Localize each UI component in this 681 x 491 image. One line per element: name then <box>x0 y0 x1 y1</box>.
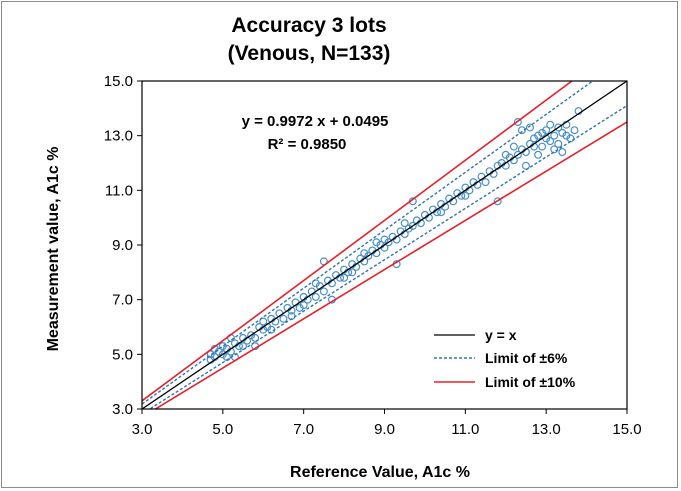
data-point <box>542 126 551 135</box>
data-point <box>525 123 534 132</box>
x-tick-label: 7.0 <box>293 421 314 438</box>
data-point <box>481 178 490 187</box>
data-point <box>546 137 555 146</box>
data-point <box>534 131 543 140</box>
legend-label-identity: y = x <box>485 327 517 343</box>
y-tick-label: 7.0 <box>112 292 133 309</box>
data-point <box>562 131 571 140</box>
chart-title-line-1: Accuracy 3 lots <box>231 14 386 37</box>
plot-area: 3.0 5.0 7.0 9.0 11.0 13.0 15.0 3.0 5.0 7.0 9.0 11.0… <box>104 73 642 438</box>
data-point <box>538 128 547 137</box>
data-point <box>384 238 393 247</box>
data-point <box>311 292 320 301</box>
chart-title-line-2: (Venous, N=133) <box>228 42 391 65</box>
y-tick-label: 5.0 <box>112 346 133 363</box>
data-point <box>408 221 417 230</box>
limit-6pct-upper-line <box>142 81 594 405</box>
data-point <box>501 150 510 159</box>
data-point <box>570 126 579 135</box>
data-point <box>517 126 526 135</box>
y-tick-label: 13.0 <box>104 128 133 145</box>
r-squared-label: R² = 0.9850 <box>268 136 347 153</box>
data-point <box>400 219 409 228</box>
data-point <box>554 139 563 148</box>
data-point <box>558 148 567 157</box>
data-point <box>251 333 260 342</box>
y-tick-label: 9.0 <box>112 237 133 254</box>
x-tick-label: 11.0 <box>451 421 479 438</box>
data-point <box>279 314 288 323</box>
regression-equation: y = 0.9972 x + 0.0495 <box>242 113 389 130</box>
data-point <box>311 279 320 288</box>
data-point <box>372 238 381 247</box>
data-point <box>461 191 470 200</box>
data-point <box>247 331 256 340</box>
data-point <box>513 150 522 159</box>
limit-10pct-lower-line <box>153 121 627 409</box>
data-point <box>546 120 555 129</box>
limit-10pct-upper-line <box>142 81 574 402</box>
y-tick-label: 11.0 <box>105 182 133 199</box>
limit-6pct-lower-line <box>148 105 627 409</box>
data-point <box>509 142 518 151</box>
data-point <box>295 303 304 312</box>
plot-contents <box>142 81 627 409</box>
x-tick-label: 3.0 <box>132 421 153 438</box>
y-tick-label: 3.0 <box>112 401 133 418</box>
data-point <box>437 208 446 217</box>
y-tick-label: 15.0 <box>104 73 133 90</box>
identity-line <box>142 81 627 409</box>
data-point <box>550 131 559 140</box>
data-point <box>239 342 248 351</box>
x-tick-label: 5.0 <box>212 421 233 438</box>
legend-label-10pct: Limit of ±10% <box>485 374 576 390</box>
data-point <box>364 251 373 260</box>
data-point <box>218 342 227 351</box>
x-axis-title: Reference Value, A1c % <box>290 464 470 481</box>
x-tick-label: 13.0 <box>532 421 561 438</box>
data-point <box>319 287 328 296</box>
data-point <box>534 150 543 159</box>
data-point <box>348 268 357 277</box>
data-point <box>299 301 308 310</box>
legend: y = x Limit of ±6% Limit of ±10% <box>434 327 576 390</box>
data-point <box>513 117 522 126</box>
data-point <box>558 128 567 137</box>
data-point <box>554 123 563 132</box>
legend-label-6pct: Limit of ±6% <box>485 350 568 366</box>
data-point <box>380 235 389 244</box>
data-point <box>404 224 413 233</box>
data-point <box>360 249 369 258</box>
x-tick-label: 15.0 <box>612 421 641 438</box>
data-point <box>538 142 547 151</box>
data-point <box>218 350 227 359</box>
y-axis-title: Measurement value, A1c % <box>45 147 62 352</box>
data-point <box>206 350 215 359</box>
data-point <box>493 197 502 206</box>
data-point <box>259 317 268 326</box>
data-point <box>530 134 539 143</box>
x-tick-label: 9.0 <box>374 421 395 438</box>
data-point <box>340 273 349 282</box>
